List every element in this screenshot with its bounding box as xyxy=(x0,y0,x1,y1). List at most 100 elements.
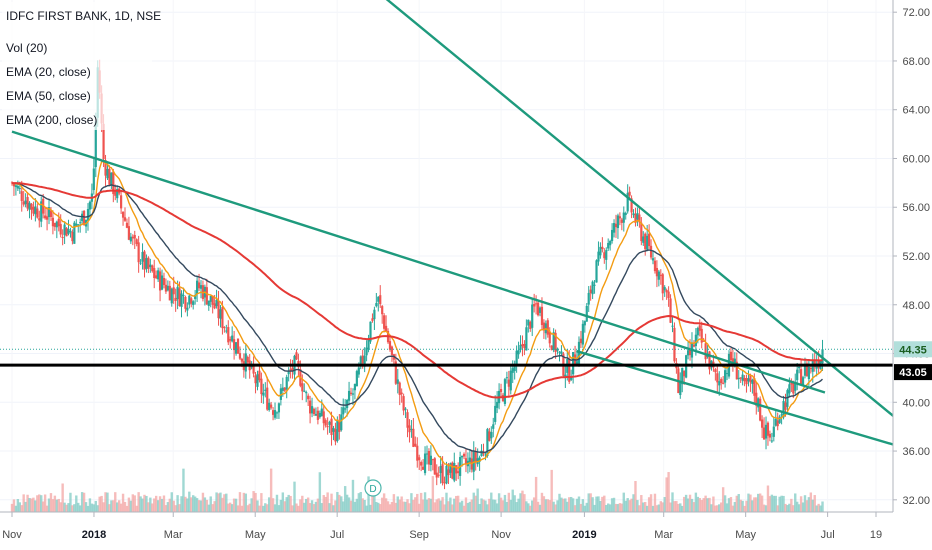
candle-body xyxy=(638,214,641,223)
level-price-label: 43.05 xyxy=(899,367,927,379)
candle-body xyxy=(262,392,265,396)
volume-bar xyxy=(513,495,516,512)
volume-bar xyxy=(437,498,440,512)
volume-bar xyxy=(416,493,419,512)
volume-bar xyxy=(195,498,199,512)
volume-bar xyxy=(170,492,173,512)
price-tick-label: 52.00 xyxy=(902,251,930,263)
volume-bar xyxy=(359,492,362,512)
volume-bar xyxy=(143,494,146,512)
candle-body xyxy=(157,270,160,280)
candle-body xyxy=(312,408,316,415)
candle-body xyxy=(57,218,60,227)
candle-body xyxy=(634,214,637,223)
volume-bar xyxy=(43,494,47,512)
volume-bar xyxy=(433,502,436,512)
study-ema-20[interactable]: EMA (20, close) xyxy=(6,65,91,79)
candle-body xyxy=(416,445,419,461)
volume-bar xyxy=(599,501,602,512)
candle-body xyxy=(612,223,616,233)
volume-bar xyxy=(266,504,269,512)
volume-bar xyxy=(795,501,799,512)
volume-bar xyxy=(71,505,74,512)
volume-bar xyxy=(564,498,567,512)
candle-body xyxy=(75,223,78,226)
volume-bar xyxy=(168,498,172,512)
volume-bar xyxy=(645,505,649,512)
candle-body xyxy=(698,325,701,331)
volume-bar xyxy=(283,501,286,512)
study-ema-200[interactable]: EMA (200, close) xyxy=(6,113,97,127)
candle-body xyxy=(160,275,164,290)
volume-bar xyxy=(412,499,415,512)
candle-body xyxy=(803,364,807,376)
volume-bar xyxy=(410,493,413,512)
volume-bar xyxy=(345,494,349,512)
candle-body xyxy=(714,369,717,373)
candle-body xyxy=(82,210,86,226)
candle-body xyxy=(464,458,468,465)
volume-bar xyxy=(801,502,805,512)
candle-body xyxy=(554,332,557,352)
candle-body xyxy=(423,453,427,474)
symbol-title[interactable]: IDFC FIRST BANK, 1D, NSE xyxy=(6,9,161,23)
volume-bar xyxy=(686,498,690,512)
candle-body xyxy=(369,321,372,342)
volume-bar xyxy=(486,504,489,512)
candle-body xyxy=(112,171,115,195)
volume-bar xyxy=(667,472,670,512)
candle-body xyxy=(642,236,645,243)
ema-20-line xyxy=(11,160,824,470)
volume-bar xyxy=(675,501,678,512)
volume-bar xyxy=(82,492,86,512)
candle-body xyxy=(579,338,583,344)
volume-bar xyxy=(577,496,581,512)
study-ema-50[interactable]: EMA (50, close) xyxy=(6,89,91,103)
volume-bar xyxy=(390,501,394,512)
candle-body xyxy=(14,185,17,187)
ema-50-line xyxy=(11,182,823,454)
candle-body xyxy=(388,341,392,350)
candle-body xyxy=(373,309,376,320)
volume-bar xyxy=(482,499,485,512)
candle-body xyxy=(515,350,518,365)
volume-bar xyxy=(644,501,647,512)
candle-body xyxy=(492,424,495,429)
candle-body xyxy=(603,252,606,259)
time-axis[interactable]: Nov 2018 Mar May Jul Sep Nov 2019 Mar May Jul 19 xyxy=(2,512,882,541)
candle-body xyxy=(556,348,559,351)
volume-bar xyxy=(630,498,633,512)
volume-bar xyxy=(696,496,700,512)
volume-bar xyxy=(451,504,454,512)
volume-bar xyxy=(291,505,294,512)
candle-body xyxy=(131,236,134,239)
volume-bar xyxy=(443,504,446,512)
candle-body xyxy=(361,355,364,364)
candle-body xyxy=(34,206,37,215)
candle-body xyxy=(347,390,351,401)
volume-bar xyxy=(240,505,244,512)
volume-bar xyxy=(45,505,49,512)
candle-body xyxy=(482,452,485,454)
volume-bar xyxy=(379,504,382,512)
candle-body xyxy=(94,121,97,168)
candle-body xyxy=(665,289,668,293)
volume-bar xyxy=(455,495,458,512)
candle-body xyxy=(328,421,331,425)
volume-bar xyxy=(135,505,138,512)
study-volume[interactable]: Vol (20) xyxy=(6,41,47,55)
dividend-marker[interactable]: D xyxy=(364,479,382,497)
candle-body xyxy=(108,168,111,185)
volume-bar xyxy=(788,503,791,512)
candle-body xyxy=(238,353,242,359)
volume-bar xyxy=(349,500,353,512)
time-tick-label: Jul xyxy=(330,529,344,541)
volume-bar xyxy=(474,495,477,512)
volume-bar xyxy=(371,495,374,512)
candle-body xyxy=(749,374,752,383)
volume-bar xyxy=(813,495,816,512)
candle-body xyxy=(702,340,705,342)
candle-body xyxy=(696,328,699,336)
